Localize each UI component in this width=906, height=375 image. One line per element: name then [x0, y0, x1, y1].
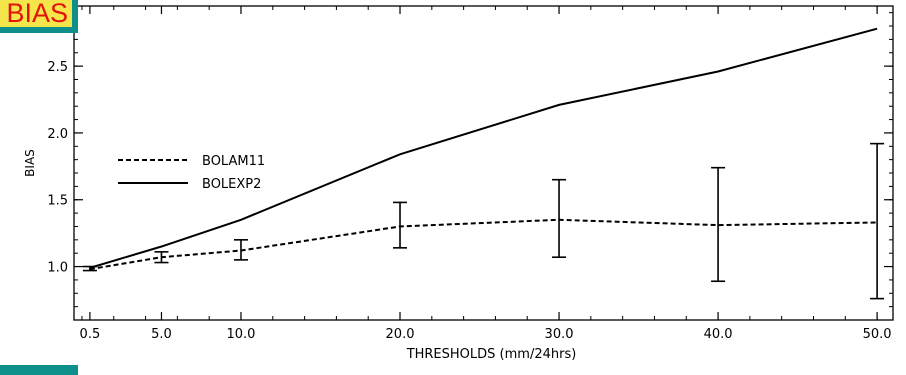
- x-tick-label: 40.0: [704, 327, 733, 342]
- x-tick-label: 50.0: [863, 327, 892, 342]
- legend-label-bolam11: BOLAM11: [202, 154, 265, 169]
- plot-area: [82, 27, 885, 300]
- legend: BOLAM11 BOLEXP2: [118, 154, 265, 192]
- bias-badge-text: BIAS: [0, 0, 72, 27]
- y-tick-label: 1.0: [47, 261, 68, 276]
- teal-tab: [0, 365, 78, 375]
- y-tick-label: 2.5: [47, 60, 68, 75]
- x-axis-label: THRESHOLDS (mm/24hrs): [406, 347, 577, 362]
- x-tick-label: 20.0: [386, 327, 415, 342]
- y-tick-label: 2.0: [47, 127, 68, 142]
- x-tick-label: 0.5: [80, 327, 101, 342]
- x-tick-label: 5.0: [151, 327, 172, 342]
- axes: 0.5 5.0 10.0 20.0 30.0 40.0 50.0 1.0 1.5 2.0 2.5: [47, 5, 894, 342]
- legend-label-bolexp2: BOLEXP2: [202, 177, 261, 192]
- bias-badge: BIAS: [0, 0, 78, 33]
- x-tick-label: 10.0: [227, 327, 256, 342]
- x-tick-label: 30.0: [545, 327, 574, 342]
- y-axis-label: BIAS: [23, 149, 37, 177]
- series-line-bolam11: [89, 218, 878, 271]
- plot-frame: [73, 5, 894, 321]
- y-tick-label: 1.5: [47, 194, 68, 209]
- series-line-bolexp2: [89, 27, 878, 269]
